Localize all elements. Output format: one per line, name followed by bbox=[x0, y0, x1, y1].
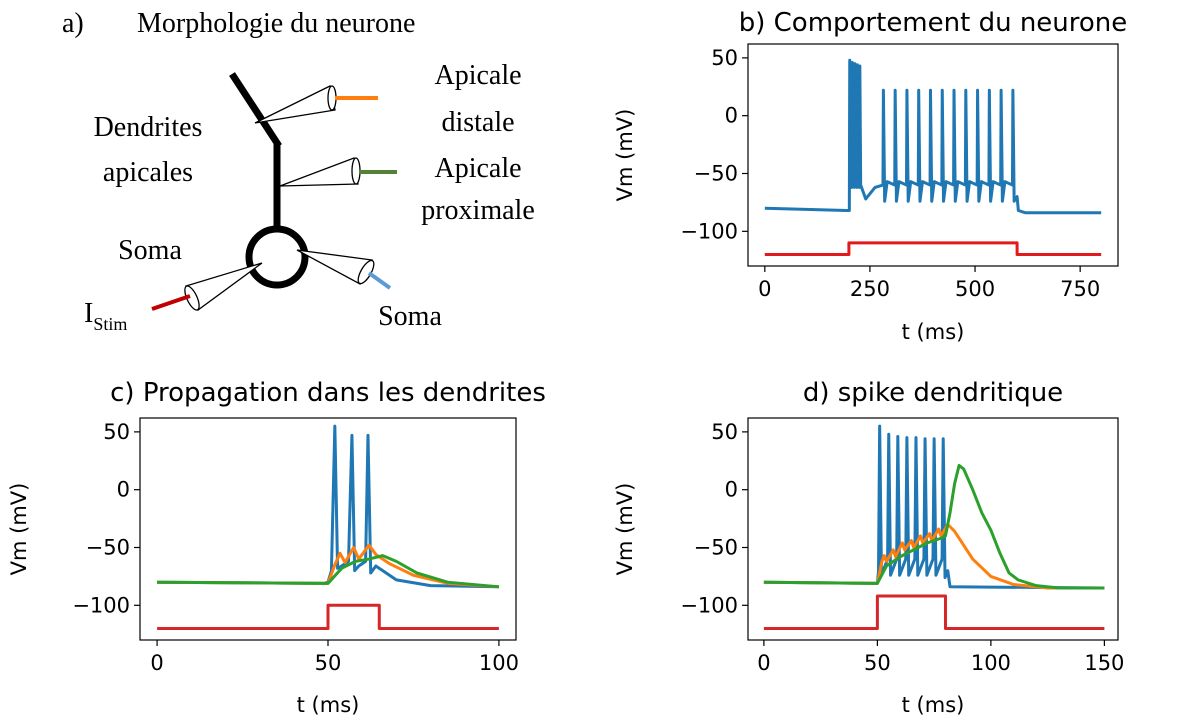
series-line bbox=[157, 603, 499, 630]
label: IStim bbox=[84, 298, 127, 334]
label: Dendrites bbox=[94, 112, 203, 143]
diagram: a) Morphologie du neurone Dendrites apic… bbox=[62, 8, 535, 334]
chart: 0 50 100 150 −100 −50 0 50 d) spike dendritique t… bbox=[613, 378, 1124, 717]
electrode-tip bbox=[327, 85, 337, 111]
diagram-title: Morphologie du neurone bbox=[137, 8, 415, 39]
series-line bbox=[764, 58, 1102, 215]
y-tick-label: −100 bbox=[680, 593, 738, 617]
x-axis-label: t (ms) bbox=[297, 693, 360, 717]
chart: 0 250 500 750 −100 −50 0 50b) Comportement du n… bbox=[613, 8, 1127, 344]
label: Apicale bbox=[434, 153, 521, 184]
electrode-wire bbox=[151, 294, 191, 311]
electrode bbox=[254, 85, 336, 124]
y-tick-label: −100 bbox=[680, 219, 738, 243]
x-axis-label: t (ms) bbox=[902, 693, 965, 717]
label: I bbox=[84, 298, 93, 329]
label: Soma bbox=[118, 235, 182, 266]
y-tick-label: 50 bbox=[711, 46, 738, 70]
y-tick-label: −100 bbox=[72, 593, 130, 617]
y-tick-label: 0 bbox=[117, 478, 130, 502]
electrode-wire bbox=[367, 271, 392, 290]
x-tick-label: 250 bbox=[850, 277, 890, 301]
x-tick-label: 500 bbox=[955, 277, 995, 301]
y-tick-label: −50 bbox=[694, 162, 738, 186]
series-line bbox=[763, 522, 1105, 590]
y-axis-label: Vm (mV) bbox=[7, 483, 31, 576]
plot-frame bbox=[747, 43, 1119, 267]
electrode-tip bbox=[351, 157, 361, 185]
series-line bbox=[157, 543, 500, 589]
x-tick-label: 50 bbox=[864, 651, 891, 675]
series-line bbox=[763, 424, 1105, 590]
x-tick-label: 100 bbox=[479, 651, 519, 675]
x-tick-label: 0 bbox=[758, 277, 771, 301]
x-axis-label: t (ms) bbox=[902, 320, 965, 344]
label-subscript: Stim bbox=[93, 314, 127, 334]
dendrite bbox=[229, 72, 282, 148]
electrode bbox=[279, 157, 359, 187]
series-line bbox=[764, 241, 1102, 256]
x-tick-label: 150 bbox=[1084, 651, 1124, 675]
y-tick-label: 0 bbox=[725, 478, 738, 502]
panel-label: a) bbox=[62, 8, 84, 39]
y-tick-label: 50 bbox=[103, 420, 130, 444]
plot-frame bbox=[747, 417, 1119, 641]
x-tick-label: 100 bbox=[971, 651, 1011, 675]
label: proximale bbox=[421, 195, 535, 226]
chart-title: c) Propagation dans les dendrites bbox=[110, 378, 546, 408]
y-tick-label: 0 bbox=[725, 104, 738, 128]
label: apicales bbox=[103, 157, 193, 188]
electrode-tip bbox=[184, 285, 200, 311]
label: Soma bbox=[378, 301, 442, 332]
y-axis-label: Vm (mV) bbox=[613, 109, 637, 202]
soma bbox=[245, 225, 309, 289]
y-axis-label: Vm (mV) bbox=[613, 483, 637, 576]
y-tick-label: −50 bbox=[694, 536, 738, 560]
chart: 0 50 100 −100 −50 0 50 c) Propagation dans les … bbox=[7, 378, 546, 717]
series-line bbox=[157, 554, 500, 589]
chart-title: b) Comportement du neurone bbox=[739, 8, 1128, 38]
label: Apicale bbox=[434, 60, 521, 91]
x-tick-label: 0 bbox=[757, 651, 770, 675]
series-line bbox=[763, 463, 1105, 590]
x-tick-label: 750 bbox=[1060, 277, 1100, 301]
label: distale bbox=[441, 107, 514, 138]
chart-title: d) spike dendritique bbox=[803, 378, 1063, 408]
x-tick-label: 50 bbox=[315, 651, 342, 675]
series-line bbox=[763, 594, 1105, 630]
y-tick-label: 50 bbox=[711, 420, 738, 444]
x-tick-label: 0 bbox=[150, 651, 163, 675]
y-tick-label: −50 bbox=[86, 536, 130, 560]
series-line bbox=[157, 424, 499, 589]
